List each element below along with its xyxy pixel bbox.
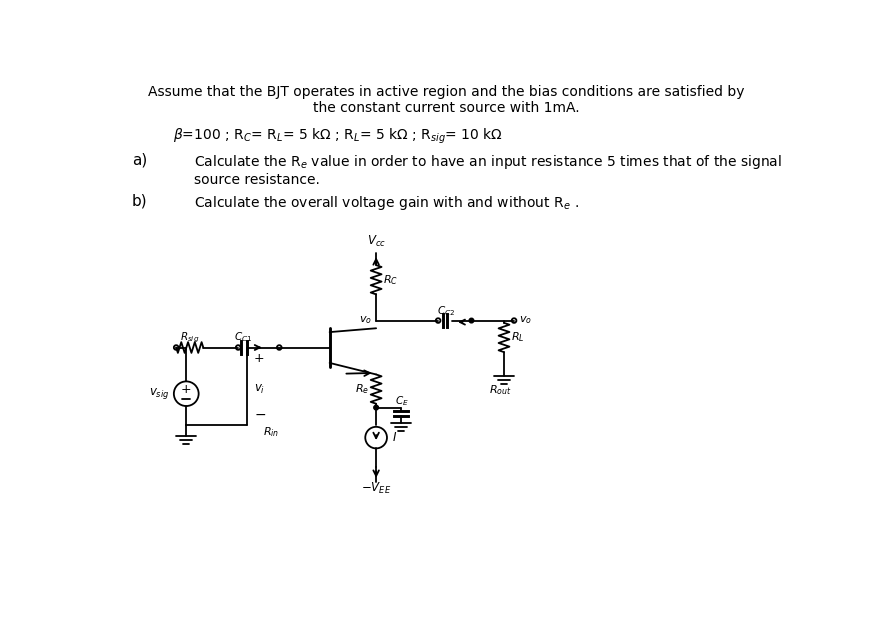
Text: $R_{sig}$: $R_{sig}$	[180, 330, 199, 345]
Text: $R_{out}$: $R_{out}$	[488, 383, 511, 397]
Text: +: +	[181, 383, 191, 396]
Text: $v_o$: $v_o$	[519, 315, 532, 326]
Text: a): a)	[132, 153, 147, 167]
Text: $v_i$: $v_i$	[254, 383, 264, 396]
Text: $-V_{EE}$: $-V_{EE}$	[361, 481, 391, 496]
Text: $R_C$: $R_C$	[382, 273, 398, 287]
Text: $C_{C1}$: $C_{C1}$	[234, 331, 253, 344]
Text: Assume that the BJT operates in active region and the bias conditions are satisf: Assume that the BJT operates in active r…	[148, 85, 743, 115]
Text: $C_{C2}$: $C_{C2}$	[436, 305, 454, 318]
Circle shape	[374, 405, 378, 410]
Text: $R_{in}$: $R_{in}$	[263, 425, 279, 439]
Text: Calculate the overall voltage gain with and without R$_e$ .: Calculate the overall voltage gain with …	[194, 193, 578, 211]
Text: $R_L$: $R_L$	[510, 331, 524, 344]
Text: $\beta$=100 ; R$_C$= R$_L$= 5 k$\Omega$ ; R$_L$= 5 k$\Omega$ ; R$_{sig}$= 10 k$\: $\beta$=100 ; R$_C$= R$_L$= 5 k$\Omega$ …	[173, 127, 502, 146]
Text: $v_o$: $v_o$	[359, 315, 372, 326]
Text: $V_{cc}$: $V_{cc}$	[366, 234, 385, 249]
Text: $v_{sig}$: $v_{sig}$	[149, 386, 169, 401]
Text: Calculate the R$_e$ value in order to have an input resistance 5 times that of t: Calculate the R$_e$ value in order to ha…	[194, 153, 781, 187]
Circle shape	[468, 318, 474, 323]
Text: $C_E$: $C_E$	[395, 394, 408, 407]
Text: +: +	[254, 352, 264, 365]
Text: $I$: $I$	[391, 431, 396, 444]
Text: b): b)	[132, 193, 148, 208]
Text: $-$: $-$	[254, 407, 266, 421]
Text: $R_e$: $R_e$	[355, 382, 368, 396]
